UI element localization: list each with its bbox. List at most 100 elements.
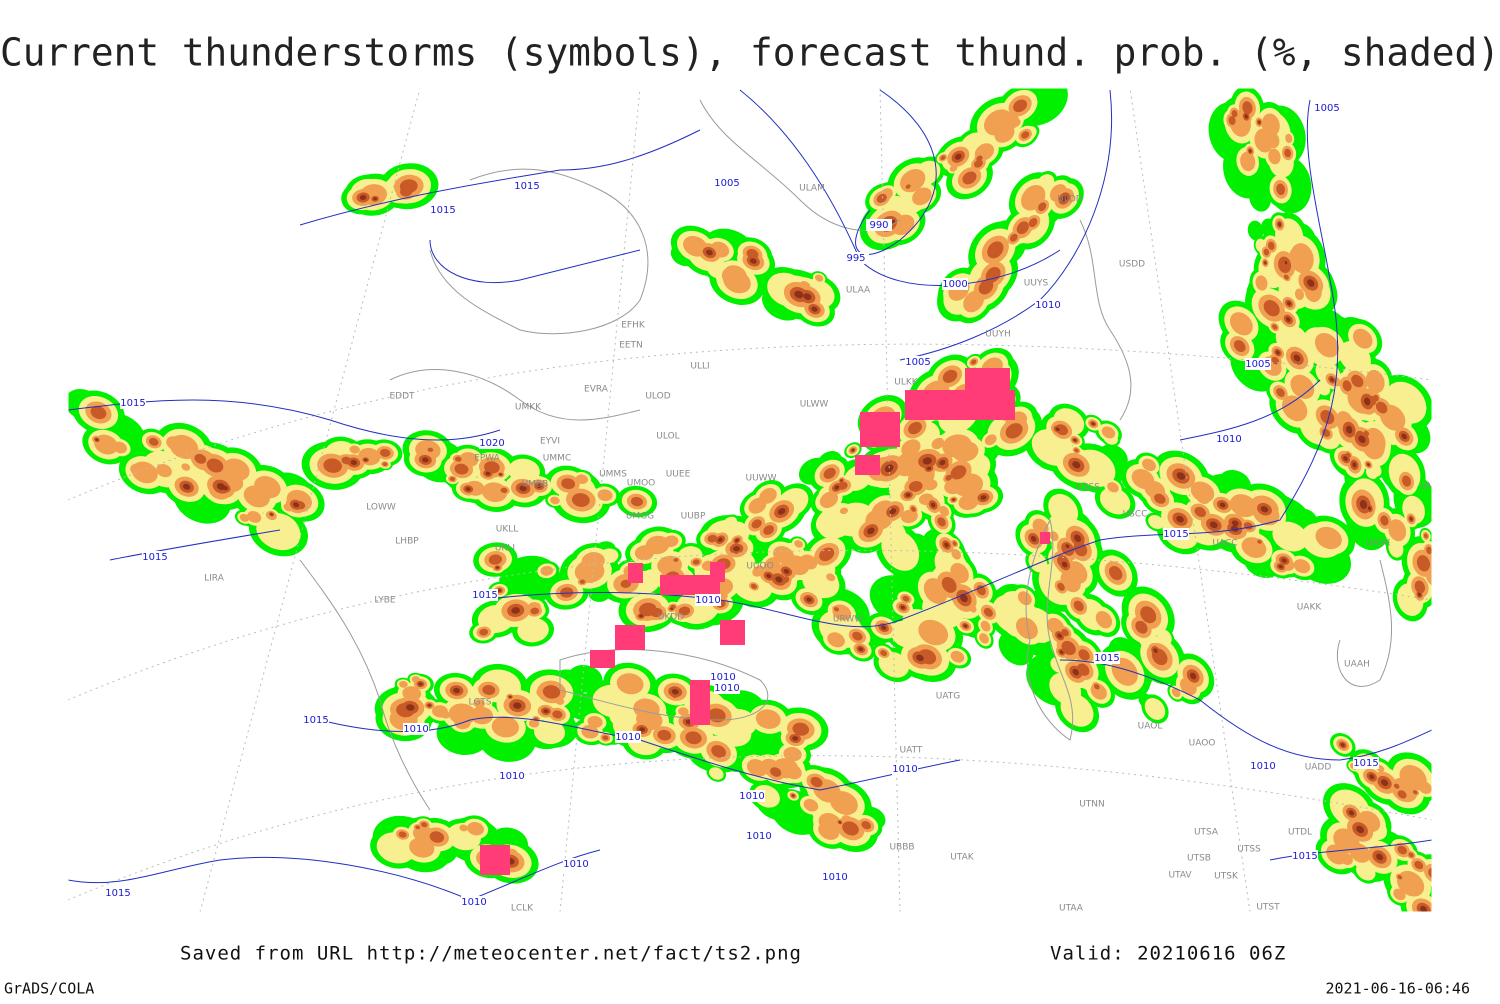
station-label: ULLI	[690, 362, 709, 372]
software-credit: GrADS/COLA	[4, 980, 94, 998]
isobar-label: 1005	[905, 357, 930, 368]
shade-blob	[1030, 535, 1037, 542]
shade-blob	[1396, 870, 1425, 897]
shade-blob	[1290, 374, 1315, 399]
shade-blob	[1287, 301, 1291, 306]
station-label: UTNN	[1079, 800, 1105, 810]
shade-blob	[643, 569, 659, 581]
coastlines	[299, 99, 1393, 811]
map-title: Current thunderstorms (symbols), forecas…	[0, 31, 1500, 75]
shade-blob	[1285, 133, 1293, 143]
station-label: ULAA	[846, 286, 871, 296]
station-label: UNBB	[1420, 482, 1446, 492]
isobar-label-bg	[1292, 850, 1318, 862]
station-label: USCC	[1123, 510, 1148, 520]
shade-blob	[579, 579, 586, 584]
shade-blob	[950, 650, 965, 663]
shade-blob	[1263, 300, 1280, 317]
shade-blob	[1242, 101, 1253, 115]
shade-blob	[1061, 561, 1068, 568]
station-label: EDDT	[389, 392, 415, 402]
thunderstorm-cluster	[628, 563, 643, 583]
station-label: LCLK	[511, 904, 534, 914]
shade-blob	[751, 519, 762, 529]
isobar-label: 990	[869, 220, 888, 231]
shade-blob	[454, 456, 462, 462]
shade-blob	[1037, 202, 1047, 212]
shade-blob	[597, 489, 613, 501]
shade-blob	[485, 471, 491, 476]
shade-blob	[950, 465, 967, 480]
shade-blob	[1359, 500, 1368, 510]
shade-blob	[976, 585, 986, 596]
shade-blob	[1249, 149, 1252, 153]
shade-blob	[983, 607, 993, 617]
station-label: UTAA	[1059, 904, 1084, 914]
isobar-label-bg	[403, 723, 429, 735]
shade-blob	[581, 725, 599, 739]
shade-blob	[1426, 546, 1432, 555]
shade-blob	[473, 699, 485, 708]
isobar-label-bg	[905, 356, 931, 368]
isobar-label-bg	[710, 671, 736, 683]
shade-blob	[495, 566, 499, 569]
shade-blob	[1031, 89, 1059, 115]
shade-blob	[930, 502, 936, 508]
shade-blob	[905, 184, 911, 189]
shade-blob	[892, 214, 915, 236]
thunderstorm-cluster	[480, 845, 510, 875]
shade-blob	[1272, 324, 1278, 330]
shade-blob	[1408, 852, 1414, 858]
isobar-label: 1010	[615, 732, 640, 743]
shade-blob	[1278, 256, 1292, 274]
shade-blob	[819, 491, 838, 508]
shade-blob	[1153, 648, 1158, 653]
shade-blob	[965, 493, 981, 506]
station-label: UMMC	[543, 454, 571, 464]
shade-blob	[1255, 275, 1268, 291]
station-label: UUYH	[985, 330, 1010, 340]
shade-blob	[1049, 531, 1059, 542]
shade-blob	[763, 525, 774, 535]
shade-blob	[1072, 668, 1079, 676]
isobar-label-bg	[499, 770, 525, 782]
shade-blob	[1196, 491, 1210, 505]
isobar-label-bg	[1094, 652, 1120, 664]
shade-blob	[1077, 663, 1090, 676]
isobar-label: 1015	[1292, 851, 1317, 862]
shade-blob	[530, 607, 540, 615]
shade-blob	[543, 709, 549, 714]
thunderstorm-cluster	[1040, 532, 1050, 544]
shade-blob	[834, 485, 840, 490]
station-label: UMOO	[627, 479, 656, 489]
isobar-label-bg	[1314, 102, 1340, 114]
shade-blob	[949, 164, 958, 172]
isobar-label: 1010	[822, 872, 847, 883]
shade-blob	[499, 473, 502, 476]
shade-blob	[979, 633, 989, 644]
source-url: Saved from URL http://meteocenter.net/fa…	[180, 943, 802, 965]
shade-blob	[1005, 423, 1023, 439]
shade-blob	[766, 573, 772, 579]
shade-blob	[880, 650, 888, 657]
station-label: USDD	[1119, 260, 1145, 270]
shade-blob	[1272, 521, 1308, 552]
shade-blob	[783, 568, 790, 574]
station-label: LOWW	[366, 503, 396, 513]
shade-blob	[1293, 354, 1301, 362]
shade-blob	[852, 631, 863, 641]
shade-blob	[1397, 845, 1407, 855]
shade-blob	[639, 614, 644, 618]
shade-blob	[783, 746, 802, 762]
shade-blob	[839, 507, 849, 515]
shade-blob	[1434, 876, 1437, 879]
shade-blob	[1416, 555, 1431, 572]
shade-blob	[1388, 519, 1407, 542]
shade-blob	[840, 479, 843, 482]
shade-blob	[1078, 649, 1090, 661]
shade-blob	[1428, 867, 1432, 880]
shade-blob	[609, 706, 636, 728]
station-label: UTDL	[1288, 828, 1312, 838]
station-label: UTSK	[1214, 872, 1239, 882]
station-label: UUOO	[746, 562, 773, 572]
